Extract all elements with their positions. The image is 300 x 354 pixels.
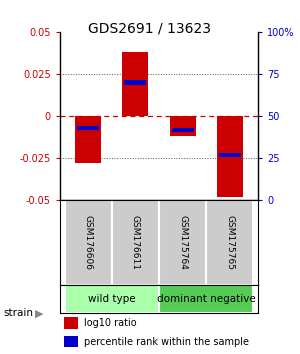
Text: GSM176606: GSM176606: [84, 215, 93, 270]
Bar: [65, 200, 112, 285]
Text: GSM176611: GSM176611: [131, 215, 140, 270]
Text: log10 ratio: log10 ratio: [84, 318, 136, 328]
Text: dominant negative: dominant negative: [157, 294, 256, 304]
Bar: [159, 285, 253, 313]
Text: GSM175764: GSM175764: [178, 215, 187, 270]
Bar: [65, 285, 159, 313]
Text: strain: strain: [3, 308, 33, 318]
Text: wild type: wild type: [88, 294, 136, 304]
Text: ▶: ▶: [34, 309, 43, 319]
Bar: [206, 200, 253, 285]
Bar: [75, 116, 101, 163]
Bar: [122, 52, 148, 116]
Bar: [77, 126, 99, 130]
Bar: [217, 116, 243, 197]
Bar: [112, 200, 159, 285]
Bar: [64, 336, 78, 348]
Bar: [124, 80, 146, 85]
Bar: [172, 127, 194, 132]
Bar: [219, 153, 241, 157]
Bar: [64, 317, 78, 329]
Bar: [169, 116, 196, 136]
Text: percentile rank within the sample: percentile rank within the sample: [84, 337, 249, 347]
Text: GSM175765: GSM175765: [225, 215, 234, 270]
Bar: [159, 200, 206, 285]
Text: GDS2691 / 13623: GDS2691 / 13623: [88, 21, 212, 35]
